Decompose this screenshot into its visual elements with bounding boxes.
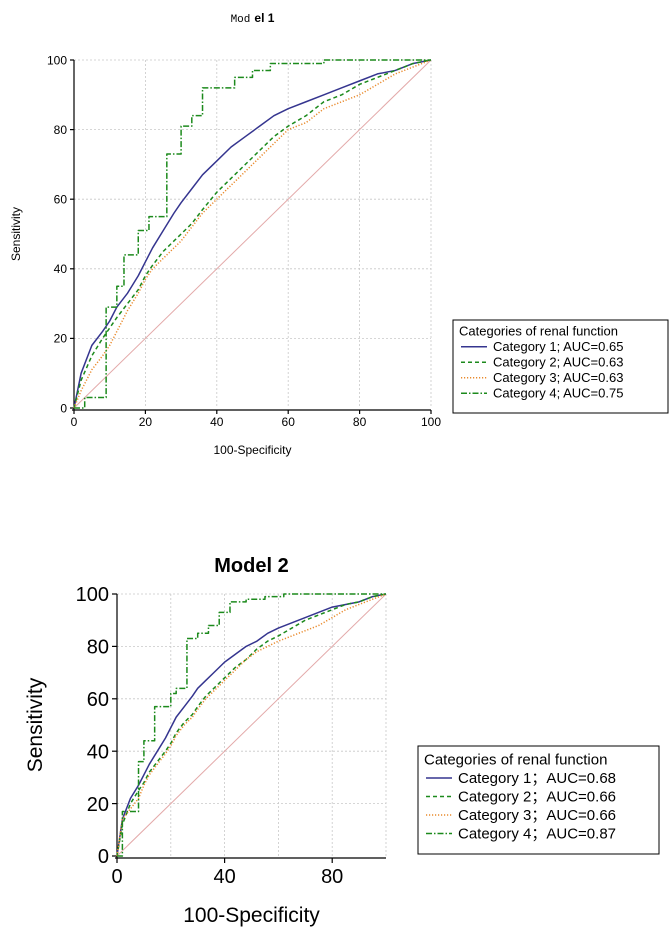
- y-tick-label: 20: [87, 794, 109, 816]
- legend-entry: Category 2; AUC=0.63: [493, 355, 623, 370]
- y-tick-label: 60: [54, 193, 68, 207]
- legend-entry: Category 4；AUC=0.87: [458, 826, 616, 843]
- x-axis-label: 100-Specificity: [183, 904, 320, 927]
- series-line-category-2: [116, 593, 387, 857]
- legend-entry: Category 4; AUC=0.75: [493, 386, 623, 401]
- y-tick-label: 100: [47, 53, 67, 67]
- y-axis-label: Sensitivity: [9, 207, 23, 261]
- y-tick-label: 40: [87, 741, 109, 763]
- y-tick-label: 80: [54, 123, 68, 137]
- x-tick-label: 0: [111, 866, 122, 888]
- x-tick-label: 40: [213, 866, 235, 888]
- legend-title: Categories of renal function: [459, 324, 618, 339]
- legend-entry: Category 3; AUC=0.63: [493, 370, 623, 385]
- x-tick-label: 80: [353, 415, 367, 429]
- series-lines: [116, 593, 387, 857]
- y-tick-label: 80: [87, 637, 109, 659]
- legend-entry: Category 3；AUC=0.66: [458, 807, 616, 824]
- y-tick-label: 100: [76, 584, 109, 606]
- chart-title: Mod el 1: [231, 11, 275, 26]
- series-line-category-4: [74, 59, 431, 409]
- x-tick-label: 100: [421, 415, 441, 429]
- legend-box: [417, 745, 660, 855]
- reference-diagonal: [116, 593, 387, 857]
- reference-diagonal: [73, 59, 432, 409]
- chart-title: Model 2: [214, 555, 288, 577]
- legend-entry: Category 2；AUC=0.66: [458, 789, 616, 806]
- series-line-category-1: [73, 59, 432, 409]
- y-tick-label: 0: [60, 401, 67, 415]
- x-tick-label: 60: [282, 415, 296, 429]
- y-tick-label: 40: [54, 262, 68, 276]
- series-line-category-1: [116, 593, 387, 857]
- model-1-chart: Mod el 1 0 20 40 60 80 100 0 20 40 60 80 100 100-Speci…: [9, 11, 669, 457]
- legend-entry: Category 1; AUC=0.65: [493, 339, 623, 354]
- x-tick-label: 40: [210, 415, 224, 429]
- y-tick-label: 0: [98, 846, 109, 868]
- series-line-category-3: [116, 593, 387, 857]
- legend-box: [452, 319, 669, 414]
- x-tick-label: 20: [139, 415, 153, 429]
- y-tick-label: 60: [87, 689, 109, 711]
- x-tick-label: 80: [321, 866, 343, 888]
- series-line-category-2: [73, 59, 432, 409]
- legend-title: Categories of renal function: [424, 752, 607, 769]
- y-axis-label: Sensitivity: [24, 677, 47, 772]
- x-axis-label: 100-Specificity: [213, 443, 291, 457]
- legend-entry: Category 1；AUC=0.68: [458, 770, 616, 787]
- x-tick-label: 0: [71, 415, 78, 429]
- y-tick-label: 20: [54, 332, 68, 346]
- series-line-category-4: [117, 593, 386, 857]
- series-lines: [73, 59, 432, 409]
